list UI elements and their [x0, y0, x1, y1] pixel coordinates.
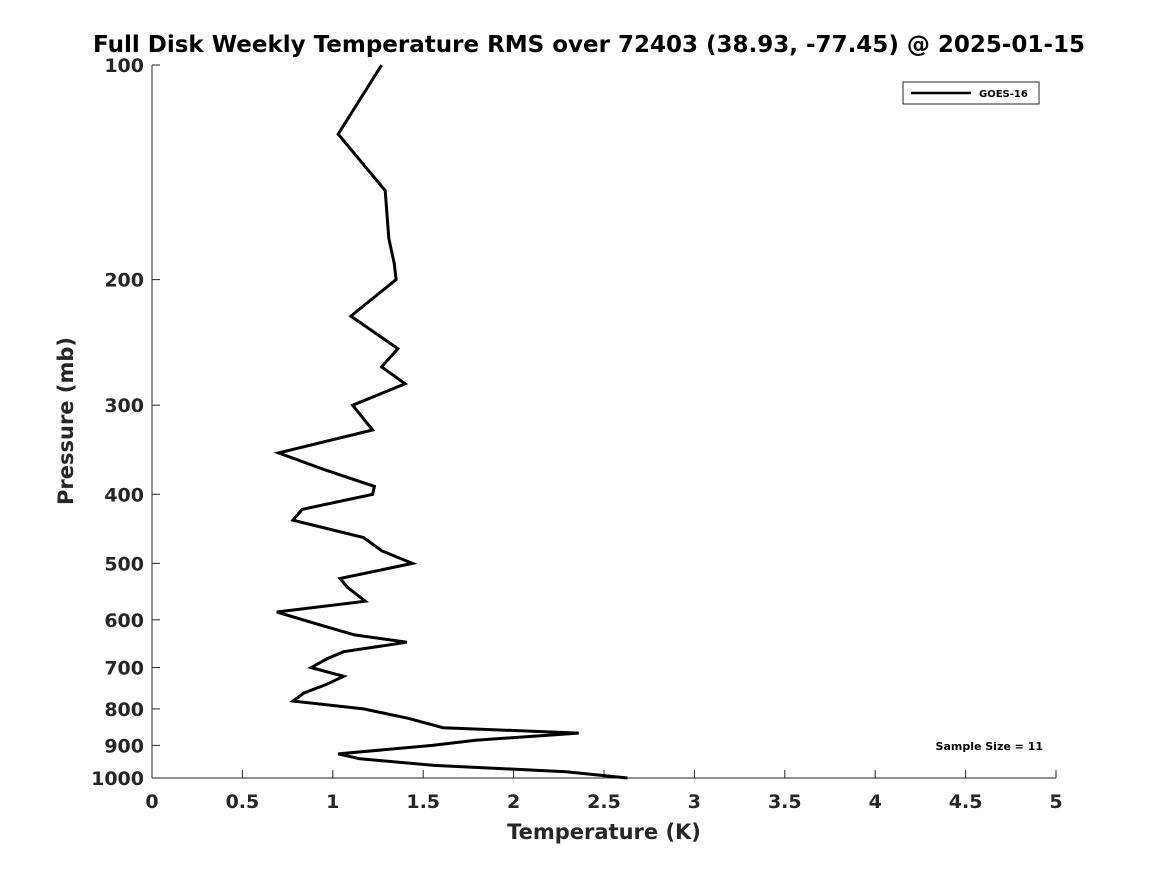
x-tick-label: 3.5 — [768, 791, 802, 813]
series-line-goes-16 — [273, 64, 628, 780]
y-tick-label: 500 — [104, 553, 144, 575]
x-axis-label: Temperature (K) — [507, 820, 701, 844]
x-tick-label: 1.5 — [406, 791, 440, 813]
series-layer — [273, 64, 628, 780]
chart-title: Full Disk Weekly Temperature RMS over 72… — [93, 32, 1085, 58]
y-tick-label: 600 — [104, 610, 144, 632]
y-tick-label: 700 — [104, 658, 144, 680]
x-tick-label: 4 — [869, 791, 882, 813]
y-tick-label: 400 — [104, 484, 144, 506]
x-tick-label: 1 — [326, 791, 339, 813]
x-tick-label: 4.5 — [949, 791, 983, 813]
x-tick-label: 5 — [1049, 791, 1062, 813]
sample-size-annotation: Sample Size = 11 — [936, 740, 1043, 753]
x-tick-label: 2.5 — [587, 791, 621, 813]
y-tick-label: 800 — [104, 699, 144, 721]
y-tick-label: 100 — [104, 55, 144, 77]
plot-area — [151, 65, 1056, 779]
y-tick-label: 900 — [104, 735, 144, 757]
legend: GOES-16 — [902, 81, 1040, 105]
x-tick-label: 3 — [688, 791, 701, 813]
x-tick-label: 0 — [145, 791, 158, 813]
x-ticks: 0 0.5 1 1.5 2 2.5 3 3.5 4 4.5 5 — [145, 770, 1063, 813]
y-ticks: 100 200 300 400 500 600 700 800 900 1000 — [91, 55, 160, 790]
x-tick-label: 2 — [507, 791, 520, 813]
x-tick-label: 0.5 — [226, 791, 260, 813]
y-tick-label: 200 — [104, 270, 144, 292]
y-tick-label: 300 — [104, 395, 144, 417]
y-tick-label: 1000 — [91, 768, 144, 790]
legend-label-goes-16: GOES-16 — [979, 89, 1028, 100]
y-axis-label: Pressure (mb) — [54, 337, 78, 505]
